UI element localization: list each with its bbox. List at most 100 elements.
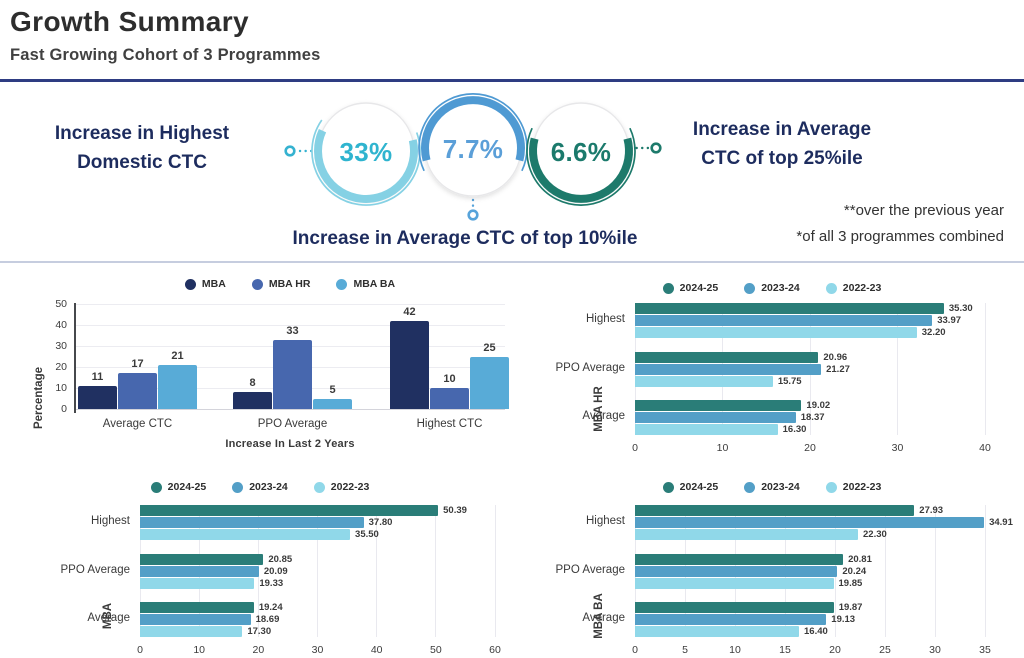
label-line: Increase in Highest [54,123,230,144]
x-tick-label: 25 [879,644,891,656]
x-tick-label: 10 [193,644,205,656]
connector-ring-right [650,142,662,154]
bar [140,517,364,528]
bar [635,529,858,540]
bar-value-label: 5 [329,383,336,396]
bar [635,565,838,577]
bar [635,626,799,637]
bar-value-label: 18.37 [800,412,825,423]
x-tick-label: 0 [632,644,638,656]
bar [313,398,352,409]
y-tick-label: 10 [55,381,67,394]
gridline-x [884,505,886,637]
bar [140,553,264,565]
page-subtitle: Fast Growing Cohort of 3 Programmes [10,46,321,64]
bar-value-label: 42 [403,305,416,318]
legend-item: MBA [184,278,226,290]
y-category-label: Highest [91,515,130,527]
chart-legend: MBA MBA HR MBA BA [75,278,505,290]
legend-item: 2022-23 [313,481,369,493]
y-category-label: PPO Average [555,361,625,374]
x-tick-label: 30 [891,442,904,454]
bar [273,339,312,409]
bar-value-label: 25 [483,341,496,354]
legend-marker [744,481,756,493]
legend-label: MBA [201,278,226,290]
bar-value-label: 17 [131,358,144,371]
bar [635,412,796,423]
chart-legend: 2024-25 2023-24 2022-23 [520,481,1024,493]
bar [470,356,509,409]
plot-area: 0 10 20 30 40 50 60 Highest 50.39 37.80 35.50 PPO A… [61,505,501,656]
x-tick-label: 20 [829,644,841,656]
legend-item: 2023-24 [744,282,800,294]
bar [140,565,259,577]
bar [140,602,254,613]
bar-value-label: 20.24 [842,565,867,577]
legend-item: 2024-25 [662,282,719,294]
y-category-label: PPO Average [60,563,130,576]
x-tick-label: 5 [682,644,688,656]
bar-value-label: 35.50 [355,529,379,540]
plot-area: 0 5 10 15 20 25 30 35 Highest 27.93 34.91 22.30 PPO … [556,505,1013,656]
bar-value-label: 21.27 [826,363,850,375]
badge-value-2: 7.7% [442,134,504,164]
legend-label: MBA BA [353,278,396,290]
x-tick-label: 10 [716,442,729,454]
y-tick-label: 30 [55,339,67,352]
legend-label: 2023-24 [761,481,800,493]
chart-growth-percentage: MBA MBA HR MBA BA 0 10 20 30 40 50 11 17 21 Average … [10,263,510,458]
chart-legend: 2024-25 2023-24 2022-23 [520,282,1024,294]
gridline-x [317,505,318,637]
bar [233,392,272,409]
kpi-infographic: 33% 7.7% 6.6% Increase in Highest Domest… [0,84,1024,261]
bar-value-label: 10 [443,373,456,385]
bar [140,626,243,637]
legend-item: MBA BA [336,278,395,290]
bar-value-label: 19.33 [259,577,284,589]
bar [158,364,197,409]
x-tick-label: 20 [252,644,265,656]
x-tick-label: 50 [429,644,442,656]
legend-label: 2024-25 [679,481,719,493]
bar [635,614,827,625]
y-axis-title: Percentage [33,366,45,429]
gridline-y [75,408,505,410]
bar-value-label: 19.24 [258,602,283,613]
bar-value-label: 20.85 [268,553,293,565]
y-category-label: Average [87,612,130,624]
bar-value-label: 16.30 [782,424,807,435]
x-tick-label: 15 [779,644,791,656]
bar [635,553,844,565]
gridline-x [376,505,378,637]
label-line: Domestic CTC [77,151,207,173]
label-line: Increase in Average [692,119,872,140]
legend-item: 2024-25 [662,481,719,493]
badge-arc-1 [314,129,419,203]
x-tick-label: 60 [489,644,501,656]
bar-value-label: 16.40 [804,626,828,637]
bar-group: 8 33 5 [233,304,352,409]
gridline-x [435,505,437,637]
bar [635,400,802,411]
legend-item: 2022-23 [825,481,881,493]
badge-outer-arc-2 [418,93,528,172]
badge-arc-2 [421,96,525,162]
bar-value-label: 20.09 [263,565,288,577]
x-tick-label: 40 [979,442,991,454]
gridline-x [934,505,936,637]
bar-value-label: 15.75 [777,375,802,387]
legend-marker [662,481,674,493]
bar [635,602,834,613]
x-category-label: PPO Average [257,418,328,430]
legend-item: 2022-23 [825,282,881,294]
y-tick-label: 20 [55,360,67,373]
x-tick-label: 30 [311,644,324,656]
gridline-x [897,303,898,435]
bar-value-label: 21 [171,349,184,362]
legend-label: 2024-25 [679,282,719,294]
x-tick-label: 30 [929,644,941,656]
legend-marker [825,282,837,294]
bar [430,388,469,409]
bar-value-label: 20.96 [823,351,848,363]
